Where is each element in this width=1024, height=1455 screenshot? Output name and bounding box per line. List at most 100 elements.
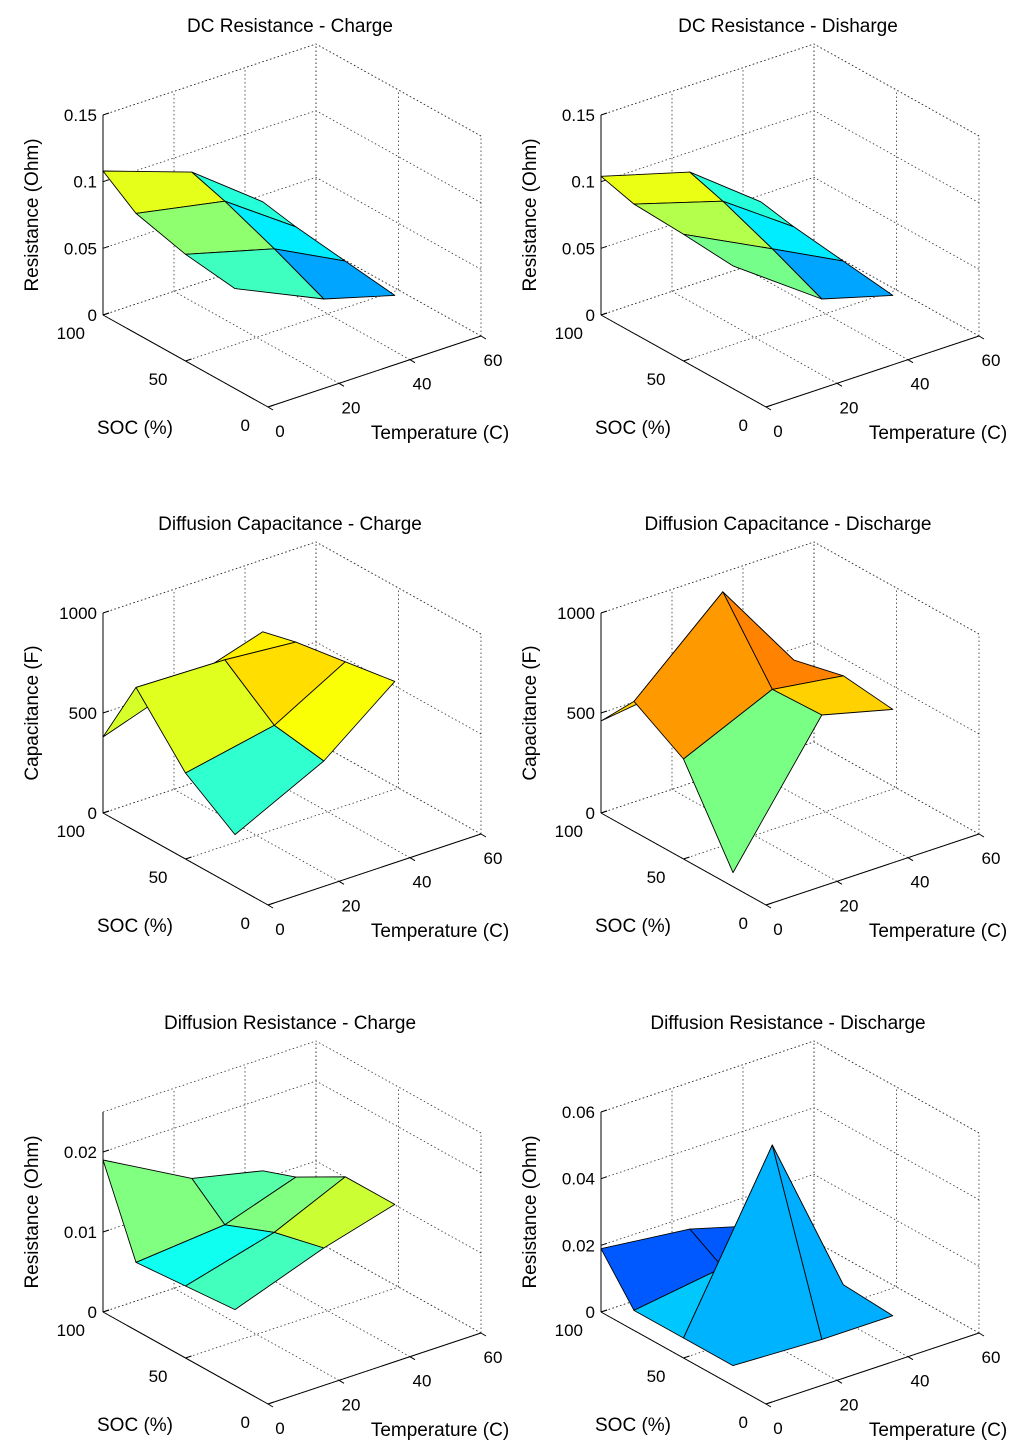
z-tick-label: 0 [88, 1303, 97, 1322]
chart-panel-4: Diffusion Capacitance - Discharge 0 20 40 60… [520, 514, 1007, 942]
y-tick-mark [683, 358, 690, 362]
z-tick-mark [102, 1149, 110, 1153]
z-tick-mark [102, 1309, 110, 1313]
temperature-axis [765, 833, 980, 906]
wall-grid-line [315, 1240, 482, 1334]
y-tick-label: 100 [555, 822, 583, 841]
wall-grid-line [315, 176, 482, 270]
chart-panel-5: Diffusion Resistance - Charge 0 20 40 60 0 50 1… [22, 1013, 509, 1441]
z-tick-label: 0.06 [562, 1103, 595, 1122]
y-tick-mark [765, 902, 773, 906]
z-tick-mark [600, 1176, 608, 1180]
floor-grid-line [185, 787, 399, 860]
y-tick-label: 50 [647, 1367, 666, 1386]
wall-grid-line [102, 43, 317, 116]
z-tick-label: 0.02 [64, 1143, 97, 1162]
z-tick-mark [600, 810, 608, 814]
x-tick-label: 0 [275, 422, 284, 441]
y-tick-label: 100 [555, 324, 583, 343]
chart-title: Diffusion Capacitance - Charge [158, 514, 422, 535]
surface-patch [683, 233, 823, 300]
wall-grid-line [315, 1040, 482, 1134]
z-tick-mark [600, 610, 608, 614]
x-tick-mark [765, 904, 772, 909]
wall-grid-line [600, 43, 815, 116]
floor-grid-line [671, 290, 838, 384]
x-tick-label: 0 [773, 422, 782, 441]
x-tick-label: 40 [911, 375, 930, 394]
z-tick-mark [600, 1242, 608, 1246]
x-tick-mark [480, 335, 487, 340]
wall-grid-line [813, 1040, 980, 1134]
x-axis-label: Temperature (C) [371, 921, 509, 942]
chart-title: DC Resistance - Disharge [678, 16, 898, 37]
wall-grid-line [102, 1080, 317, 1153]
wall-grid-line [102, 541, 317, 614]
floor-grid-line [173, 1287, 340, 1381]
wall-grid-line [600, 110, 815, 183]
y-tick-label: 100 [57, 1321, 85, 1340]
z-tick-label: 0.1 [73, 173, 97, 192]
x-tick-mark [267, 904, 274, 909]
x-tick-mark [338, 880, 345, 885]
surface-patch [683, 688, 823, 874]
wall-grid-line [315, 110, 482, 204]
z-tick-mark [102, 810, 110, 814]
z-tick-label: 0 [88, 804, 97, 823]
x-tick-mark [836, 1379, 843, 1384]
x-tick-label: 20 [342, 896, 361, 915]
x-tick-label: 60 [484, 849, 503, 868]
wall-grid-line [315, 1160, 482, 1254]
z-tick-label: 0 [586, 804, 595, 823]
z-tick-label: 1000 [59, 604, 97, 623]
z-tick-mark [102, 1229, 110, 1233]
x-tick-mark [978, 1332, 985, 1337]
wall-grid-line [315, 741, 482, 835]
wall-grid-line [813, 43, 980, 137]
z-tick-label: 500 [567, 704, 595, 723]
temperature-axis [267, 1332, 482, 1405]
floor-grid-line [742, 267, 909, 361]
x-tick-label: 60 [484, 1348, 503, 1367]
x-tick-label: 60 [982, 1348, 1001, 1367]
surface [600, 591, 894, 874]
surface-patch [185, 248, 325, 300]
x-tick-label: 20 [342, 398, 361, 417]
wall-grid-line [813, 1107, 980, 1201]
z-tick-mark [102, 312, 110, 316]
wall-grid-line [315, 541, 482, 635]
wall-grid-line [600, 1040, 815, 1113]
chart-panel-3: Diffusion Capacitance - Charge 0 20 40 60 0 50… [22, 514, 509, 942]
z-tick-mark [102, 610, 110, 614]
y-tick-label: 50 [149, 868, 168, 887]
chart-panel-6: Diffusion Resistance - Discharge 0 20 40 60 0… [520, 1013, 1007, 1441]
y-tick-label: 50 [149, 370, 168, 389]
wall-grid-line [813, 176, 980, 270]
x-tick-label: 0 [275, 1419, 284, 1438]
y-tick-label: 100 [57, 324, 85, 343]
wall-grid-line [102, 110, 317, 183]
wall-grid-line [600, 1173, 815, 1246]
z-tick-label: 0 [586, 1303, 595, 1322]
y-axis-label: SOC (%) [97, 1415, 173, 1436]
y-axis-label: SOC (%) [595, 1415, 671, 1436]
wall-grid-line [600, 541, 815, 614]
y-tick-mark [683, 856, 690, 860]
x-tick-mark [409, 857, 416, 862]
x-tick-mark [480, 833, 487, 838]
x-tick-label: 20 [840, 896, 859, 915]
y-tick-mark [267, 404, 275, 408]
x-tick-mark [836, 382, 843, 387]
y-tick-label: 0 [241, 1413, 250, 1432]
surface-patch [185, 724, 325, 836]
z-tick-label: 0.02 [562, 1236, 595, 1255]
x-tick-mark [338, 382, 345, 387]
x-tick-label: 40 [911, 1372, 930, 1391]
wall-grid-line [813, 541, 980, 635]
x-tick-label: 60 [484, 351, 503, 370]
wall-grid-line [315, 1080, 482, 1174]
chart-title: Diffusion Capacitance - Discharge [645, 514, 932, 535]
surface [102, 1159, 396, 1311]
y-axis-label: SOC (%) [97, 418, 173, 439]
